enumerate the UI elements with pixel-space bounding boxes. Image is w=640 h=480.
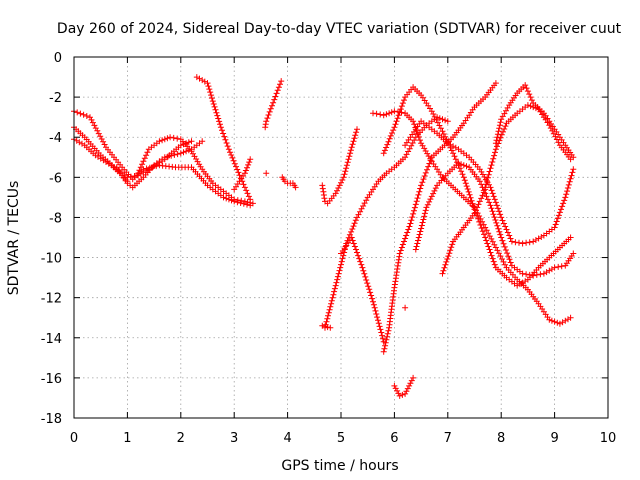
series-track-g — [231, 156, 254, 193]
series-track-l — [324, 126, 360, 207]
y-tick-label: -6 — [49, 171, 62, 186]
grid — [74, 57, 608, 418]
series-track-d — [113, 138, 206, 191]
x-tick-label: 5 — [337, 431, 345, 446]
series-track-b — [71, 124, 195, 181]
y-tick-label: -8 — [49, 211, 62, 226]
x-tick-label: 4 — [283, 431, 291, 446]
series-marks — [402, 160, 577, 311]
y-tick-label: -12 — [41, 292, 62, 307]
series-marks — [380, 80, 499, 355]
y-tick-label: -16 — [41, 372, 62, 387]
x-tick-label: 6 — [390, 431, 398, 446]
series-marks — [262, 78, 299, 191]
series-track-m — [370, 108, 574, 327]
y-tick-label: -18 — [41, 412, 62, 427]
series-marks — [370, 108, 574, 327]
y-tick-label: -14 — [41, 332, 62, 347]
series-track-j — [319, 234, 417, 399]
series-track-e — [135, 134, 256, 207]
series-marks — [263, 170, 328, 205]
series-track-o — [380, 84, 574, 289]
series-track-p — [402, 118, 577, 247]
series-marks — [135, 134, 256, 207]
y-tick-label: -10 — [41, 252, 62, 267]
series-marks — [322, 114, 451, 331]
axis-ticks — [73, 56, 609, 419]
series-track-h — [262, 78, 299, 191]
y-tick-label: -2 — [49, 91, 62, 106]
tick-labels: 0 1 2 3 4 5 6 7 8 9 10 0 -2 -4 -6 -8 -10 -12 -14 -16 -18 — [41, 51, 617, 446]
series-marks — [71, 124, 195, 181]
series-track-k — [322, 114, 451, 331]
series-track-s — [482, 102, 574, 191]
series-track-i — [263, 170, 328, 205]
series-marks — [324, 126, 360, 207]
x-tick-label: 8 — [497, 431, 505, 446]
x-tick-label: 7 — [444, 431, 452, 446]
series-track-n — [380, 80, 499, 355]
x-axis-label: GPS time / hours — [281, 458, 398, 474]
data-marks — [71, 74, 577, 399]
series-marks — [380, 84, 574, 289]
series-marks — [231, 156, 254, 193]
x-tick-label: 0 — [70, 431, 78, 446]
x-tick-label: 9 — [550, 431, 558, 446]
y-tick-label: 0 — [54, 51, 62, 66]
x-tick-label: 1 — [123, 431, 131, 446]
series-marks — [193, 74, 254, 203]
y-tick-label: -4 — [49, 131, 62, 146]
series-marks — [402, 118, 577, 247]
x-tick-label: 10 — [600, 431, 617, 446]
chart-title: Day 260 of 2024, Sidereal Day-to-day VTE… — [57, 21, 622, 37]
series-marks — [439, 82, 577, 277]
series-track-f — [193, 74, 254, 203]
series-track-r — [439, 82, 577, 277]
y-axis-label: SDTVAR / TECUs — [6, 181, 22, 296]
series-marks — [319, 234, 417, 399]
x-tick-label: 3 — [230, 431, 238, 446]
series-track-q — [402, 160, 577, 311]
x-tick-label: 2 — [177, 431, 185, 446]
series-marks — [482, 102, 574, 191]
series-marks — [113, 138, 206, 191]
